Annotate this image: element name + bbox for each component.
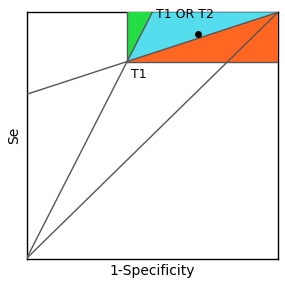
X-axis label: 1-Specificity: 1-Specificity xyxy=(109,264,195,278)
Polygon shape xyxy=(127,12,152,62)
Y-axis label: Se: Se xyxy=(7,127,21,144)
Polygon shape xyxy=(127,12,278,62)
Polygon shape xyxy=(127,12,278,62)
Polygon shape xyxy=(127,12,278,62)
Text: T1 OR T2: T1 OR T2 xyxy=(156,8,214,21)
Text: T1: T1 xyxy=(131,68,146,81)
Polygon shape xyxy=(127,12,152,62)
